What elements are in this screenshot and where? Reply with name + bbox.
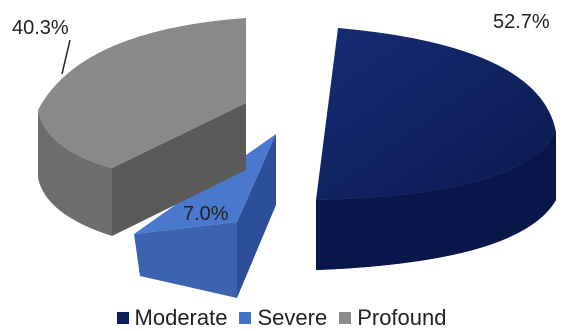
legend-item-moderate: Moderate xyxy=(116,304,228,331)
legend-swatch-moderate xyxy=(116,311,129,324)
slice-moderate-front xyxy=(316,132,556,270)
slice-profound-top xyxy=(38,18,246,168)
leader-line-profound xyxy=(61,39,71,75)
legend-swatch-severe xyxy=(239,311,252,324)
legend-label-severe: Severe xyxy=(257,304,328,330)
slice-moderate-top xyxy=(316,28,556,200)
slice-profound xyxy=(38,18,246,236)
pie-chart: 52.7% 7.0% 40.3% xyxy=(12,11,556,298)
slice-moderate xyxy=(316,28,556,270)
legend-item-profound: Profound xyxy=(339,305,446,331)
legend-item-severe: Severe xyxy=(239,305,327,331)
slice-severe-side xyxy=(237,134,276,298)
legend-label-profound: Profound xyxy=(357,304,447,330)
label-profound: 40.3% xyxy=(12,17,69,39)
slice-profound-front xyxy=(38,110,112,236)
slice-severe-front xyxy=(134,222,237,298)
legend: Moderate Severe Profound xyxy=(0,304,563,331)
slice-profound-side xyxy=(112,103,246,236)
legend-label-moderate: Moderate xyxy=(134,304,228,330)
label-severe: 7.0% xyxy=(183,203,229,225)
label-moderate: 52.7% xyxy=(493,11,550,33)
legend-swatch-profound xyxy=(339,311,352,324)
